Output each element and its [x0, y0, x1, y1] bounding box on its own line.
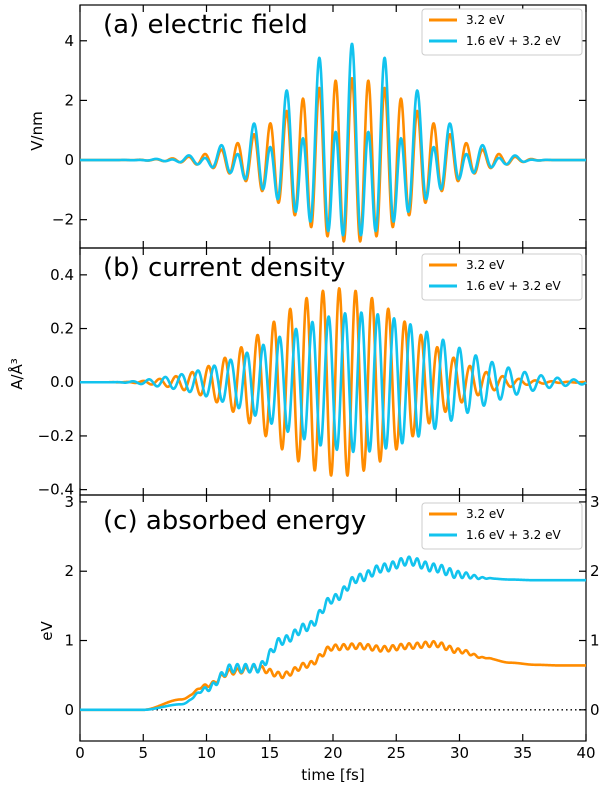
panel-b-series-cyan: [79, 311, 587, 454]
panel-a-ylabel: V/nm: [28, 111, 46, 150]
panel-a-legend: 3.2 eV 1.6 eV + 3.2 eV: [421, 8, 583, 56]
panel-a-ytick-label-0: −2: [52, 211, 74, 229]
panel-a-ytick-label-3: 4: [64, 32, 74, 50]
panel-b-current-density: −0.4 −0.2 0.0 0.2 0.4 (b) current density A/…: [7, 247, 587, 499]
panel-b-legend-label-1: 3.2 eV: [466, 258, 505, 272]
panel-c-ylabel: eV: [38, 621, 56, 641]
panel-c-ytick-label-0: 0: [64, 701, 74, 719]
panel-a-ytick-label-2: 2: [64, 91, 74, 109]
x-tick-label-25: 25: [387, 744, 406, 762]
panel-c-absorbed-energy: 0 5 10 15 20 25 30 35 40 0 0 1 1 2 2 3 3 (c) absorbed en…: [38, 493, 600, 762]
panel-c-legend-box: [421, 502, 583, 550]
panel-a-series-cyan: [79, 42, 587, 237]
panel-c-ytick-label-1: 1: [64, 632, 74, 650]
panel-b-legend: 3.2 eV 1.6 eV + 3.2 eV: [421, 253, 583, 301]
panel-a-electric-field: −2 0 2 4 (a) electric field V/nm 3.2 eV 1.6…: [28, 4, 587, 249]
panel-c-ytick-label-right-3: 3: [590, 493, 600, 511]
panel-c-ytick-label-3: 3: [64, 493, 74, 511]
panel-c-title: (c) absorbed energy: [103, 506, 366, 536]
panel-b-ytick-label-0: −0.4: [38, 481, 74, 499]
panel-a-legend-label-2: 1.6 eV + 3.2 eV: [466, 34, 561, 48]
panel-c-legend: 3.2 eV 1.6 eV + 3.2 eV: [421, 502, 583, 550]
x-tick-label-5: 5: [138, 744, 148, 762]
panel-b-series-orange: [79, 287, 587, 477]
panel-c-plot-area: 0 5 10 15 20 25 30 35 40 0 0 1 1 2 2 3 3: [64, 493, 599, 762]
panel-c-legend-label-2: 1.6 eV + 3.2 eV: [466, 528, 561, 542]
panel-c-legend-label-1: 3.2 eV: [466, 507, 505, 521]
panel-a-legend-label-1: 3.2 eV: [466, 13, 505, 27]
panel-c-series-cyan: [79, 555, 587, 712]
panel-b-ylabel: A/Å³: [7, 358, 26, 390]
x-axis-label: time [fs]: [301, 766, 364, 784]
panel-c-ytick-label-2: 2: [64, 562, 74, 580]
panel-a-legend-box: [421, 8, 583, 56]
panel-a-title: (a) electric field: [103, 10, 308, 40]
panel-b-ytick-label-3: 0.2: [50, 320, 74, 338]
x-tick-label-15: 15: [260, 744, 279, 762]
panel-b-ytick-label-2: 0.0: [50, 373, 74, 391]
panel-c-series-orange: [79, 639, 587, 712]
panel-b-title: (b) current density: [103, 253, 345, 283]
x-tick-label-35: 35: [513, 744, 532, 762]
panel-b-legend-box: [421, 253, 583, 301]
x-tick-label-0: 0: [75, 744, 85, 762]
panel-c-ytick-label-right-0: 0: [590, 701, 600, 719]
x-tick-label-10: 10: [197, 744, 216, 762]
x-tick-label-30: 30: [450, 744, 469, 762]
panel-b-plot-area: −0.4 −0.2 0.0 0.2 0.4: [38, 247, 587, 499]
x-tick-label-20: 20: [323, 744, 342, 762]
panel-b-ytick-label-1: −0.2: [38, 427, 74, 445]
panel-c-ytick-label-right-1: 1: [590, 632, 600, 650]
panel-b-legend-label-2: 1.6 eV + 3.2 eV: [466, 279, 561, 293]
panel-a-ytick-label-1: 0: [64, 151, 74, 169]
panel-b-ytick-label-4: 0.4: [50, 266, 74, 284]
panel-c-ytick-label-right-2: 2: [590, 562, 600, 580]
x-tick-label-40: 40: [576, 744, 595, 762]
